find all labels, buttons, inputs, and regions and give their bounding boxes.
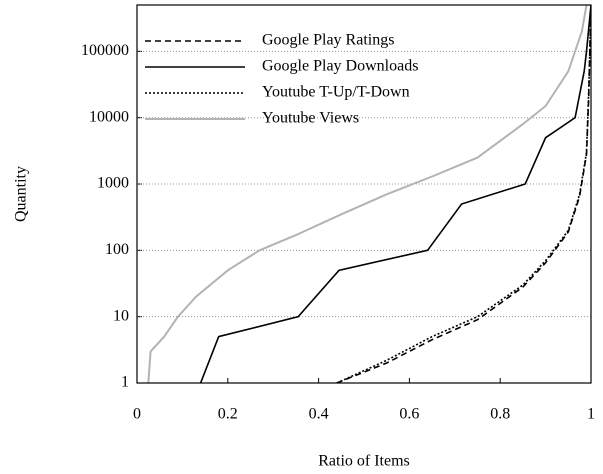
legend-label: Youtube Views bbox=[262, 110, 359, 127]
legend-label: Youtube T-Up/T-Down bbox=[262, 84, 410, 101]
y-tick-label: 100 bbox=[105, 241, 129, 258]
x-tick-label: 0.8 bbox=[490, 406, 510, 423]
x-tick-label: 0.6 bbox=[399, 406, 419, 423]
y-tick-label: 100000 bbox=[81, 42, 129, 59]
x-axis-label: Ratio of Items bbox=[318, 453, 410, 470]
legend-label: Google Play Ratings bbox=[262, 32, 394, 49]
x-tick-label: 0.4 bbox=[309, 406, 329, 423]
plot-lines bbox=[147, 5, 591, 383]
y-tick-label: 10000 bbox=[89, 108, 129, 125]
x-tick-label: 0 bbox=[133, 406, 141, 423]
y-axis-label: Quantity bbox=[13, 166, 30, 222]
x-tick-label: 0.2 bbox=[218, 406, 238, 423]
series-line bbox=[336, 5, 591, 383]
y-tick-label: 1000 bbox=[97, 175, 129, 192]
y-tick-label: 1 bbox=[121, 374, 129, 391]
plot-frame bbox=[136, 4, 592, 384]
series-line bbox=[147, 5, 588, 383]
x-tick-label: 1 bbox=[587, 406, 595, 423]
series-line bbox=[199, 5, 591, 383]
y-tick-label: 10 bbox=[113, 307, 129, 324]
series-line bbox=[336, 5, 591, 383]
legend-label: Google Play Downloads bbox=[262, 58, 418, 75]
